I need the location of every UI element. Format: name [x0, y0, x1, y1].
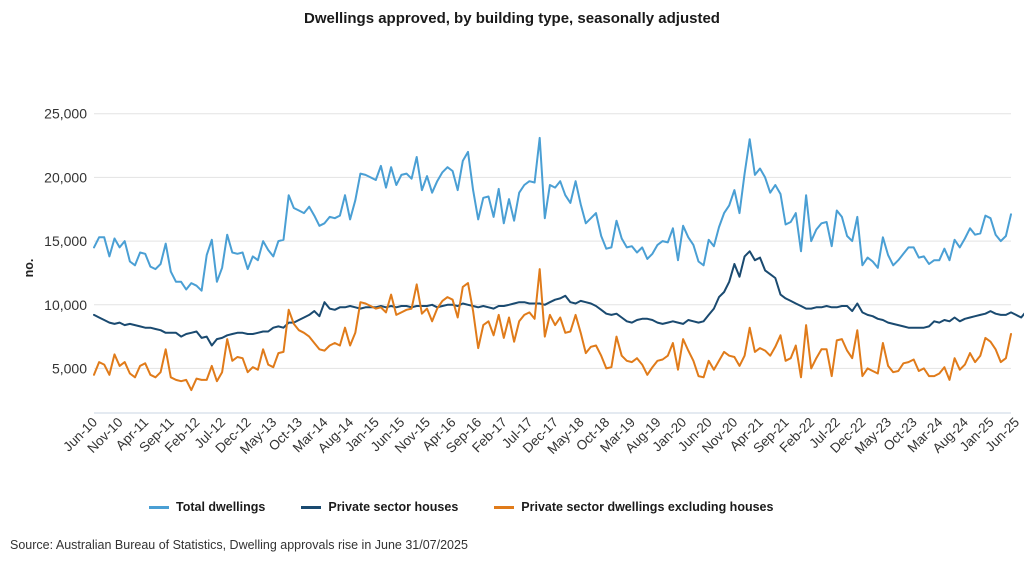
y-axis-ticks: 5,000 10,000 15,000 20,000 25,000	[44, 106, 87, 377]
legend-swatch-private-houses	[301, 505, 322, 509]
chart-title: Dwellings approved, by building type, se…	[304, 10, 720, 27]
series-line-private-excl-houses	[93, 268, 1012, 392]
legend-item-total[interactable]: Total dwellings	[149, 500, 265, 514]
y-tick-label: 20,000	[44, 169, 87, 185]
legend: Total dwellings Private sector houses Pr…	[149, 500, 809, 514]
legend-label-private-houses: Private sector houses	[328, 500, 459, 514]
legend-swatch-private-excl-houses	[494, 505, 515, 509]
legend-label-total: Total dwellings	[176, 500, 266, 514]
legend-item-private-excl-houses[interactable]: Private sector dwellings excluding house…	[494, 500, 773, 514]
y-tick-label: 10,000	[44, 297, 87, 313]
series-lines	[93, 136, 1024, 392]
series-line-private-houses	[93, 250, 1024, 347]
y-tick-label: 25,000	[44, 106, 87, 122]
legend-label-private-excl-houses: Private sector dwellings excluding house…	[521, 500, 774, 514]
gridlines	[94, 113, 1011, 414]
y-axis-label: no.	[22, 259, 36, 278]
series-line-total-dwellings	[93, 136, 1012, 292]
legend-swatch-total	[149, 505, 169, 509]
y-tick-label: 5,000	[52, 360, 87, 376]
y-tick-label: 15,000	[44, 233, 87, 249]
x-axis-ticks: Jun-10Nov-10Apr-11Sep-11Feb-12Jul-12Dec-…	[60, 414, 1022, 457]
source-note: Source: Australian Bureau of Statistics,…	[10, 538, 468, 552]
legend-item-private-houses[interactable]: Private sector houses	[301, 500, 458, 514]
